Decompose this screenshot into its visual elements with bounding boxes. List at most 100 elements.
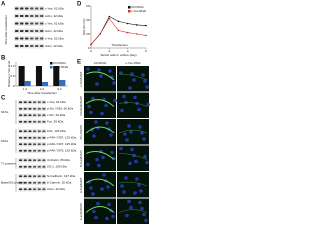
- blot-band: [19, 136, 23, 139]
- point: [136, 24, 138, 26]
- row-label: p-FAK-Y397, 125 kDa: [47, 135, 77, 139]
- nucleus: [146, 102, 150, 107]
- blot-band: [33, 143, 37, 146]
- stain: [118, 153, 148, 160]
- group-label: FAKs: [1, 139, 9, 143]
- blot-band: [28, 143, 32, 146]
- panel-letter: C: [1, 96, 6, 102]
- blot-strip: [14, 21, 44, 26]
- row-label: c-Yes, 62 kDa: [45, 6, 64, 10]
- blot-band: [25, 15, 29, 17]
- blot-band: [42, 165, 46, 168]
- stain: [118, 73, 148, 81]
- blot-band: [37, 130, 41, 133]
- blot-band: [42, 143, 46, 146]
- blot-band: [33, 181, 37, 184]
- nucleus: [135, 177, 139, 181]
- nucleus: [145, 85, 149, 89]
- blot-band: [42, 130, 46, 133]
- blot-band: [23, 101, 27, 104]
- row-label: c-Yes/DAPI: [79, 71, 83, 86]
- blot-band: [15, 45, 19, 47]
- micrograph: [84, 119, 116, 145]
- blot-band: [20, 45, 24, 47]
- blot-band: [33, 130, 37, 133]
- nucleus: [123, 132, 127, 136]
- nucleus: [110, 150, 114, 155]
- blot-band: [37, 175, 41, 178]
- nucleus: [145, 160, 149, 165]
- x-tick-label: 3 d: [57, 87, 62, 91]
- nucleus: [95, 157, 99, 162]
- nucleus: [100, 187, 104, 191]
- blot-strip: [18, 158, 46, 163]
- row-label: p-Src Y530, 60 kDa: [47, 106, 73, 110]
- figure: Ac-Yes, 62 kDa Actin, 42 kDa c-Yes, 62 kDa…: [1, 2, 150, 224]
- stain: [85, 99, 115, 107]
- blot-band: [15, 37, 19, 40]
- blot-band: [19, 175, 23, 178]
- nucleus: [105, 121, 109, 125]
- nucleus: [129, 205, 133, 210]
- point: [145, 34, 147, 37]
- row-label: c-Src, 60 kDa: [47, 113, 66, 117]
- blot-band: [25, 22, 29, 25]
- x-axis-label: Sertoli cells in culture (day): [100, 53, 136, 57]
- point: [90, 43, 92, 46]
- stain: [85, 151, 115, 160]
- nucleus: [142, 137, 146, 141]
- blot-band: [19, 120, 23, 123]
- blot-band: [35, 30, 39, 32]
- row-label: ZO-1/DAPI: [79, 125, 83, 140]
- legend-swatch: [50, 62, 53, 65]
- nucleus: [127, 124, 131, 128]
- legend-swatch: [128, 6, 131, 9]
- blot-band: [28, 159, 32, 162]
- row-label: N-Cad/DAPI: [79, 150, 83, 167]
- blot-band: [20, 30, 24, 32]
- bar: [18, 66, 25, 86]
- nucleus: [125, 213, 129, 218]
- blot-band: [23, 107, 27, 110]
- blot-band: [15, 15, 19, 17]
- blot-strip: [14, 13, 44, 19]
- blot-band: [35, 15, 39, 17]
- nucleus: [96, 201, 100, 206]
- blot-band: [30, 37, 34, 40]
- blot-band: [42, 101, 46, 104]
- blot-band: [40, 37, 44, 40]
- row-label: ZO-1, 195 kDa: [47, 164, 67, 168]
- nucleus: [111, 214, 115, 219]
- blot-band: [35, 22, 39, 25]
- nucleus: [91, 192, 95, 196]
- stain: [85, 178, 115, 187]
- legend-label: c-Yes RNAi: [131, 9, 147, 13]
- row-label: Actin, 42 kDa: [47, 187, 65, 191]
- blot-strip: [14, 43, 44, 49]
- row-label: c-Yes, 62 kDa: [45, 21, 64, 25]
- blot-band: [33, 165, 37, 168]
- point: [117, 20, 120, 23]
- row-label: p-FAK-Y576, 125 kDa: [47, 148, 77, 152]
- blot-band: [28, 188, 32, 191]
- nucleus: [104, 103, 108, 108]
- blot-band: [28, 114, 32, 117]
- row-label: p-FAK-Y407, 125 kDa: [47, 142, 77, 146]
- nucleus: [108, 69, 112, 73]
- blot-band: [23, 120, 27, 123]
- nucleus: [92, 209, 96, 214]
- blot-band: [40, 15, 44, 17]
- blot-band: [33, 136, 37, 139]
- stain: [118, 181, 148, 187]
- stain: [118, 102, 148, 107]
- blot-strip: [18, 180, 46, 185]
- nucleus: [86, 162, 90, 167]
- group-label: TJ proteins: [1, 161, 16, 165]
- blot-band: [30, 30, 34, 32]
- blot-band: [19, 159, 23, 162]
- blot-band: [37, 101, 41, 104]
- row-label: Occludin/DAPI: [79, 96, 83, 116]
- nucleus: [127, 199, 131, 204]
- blot-band: [33, 159, 37, 162]
- micrograph: [84, 145, 116, 171]
